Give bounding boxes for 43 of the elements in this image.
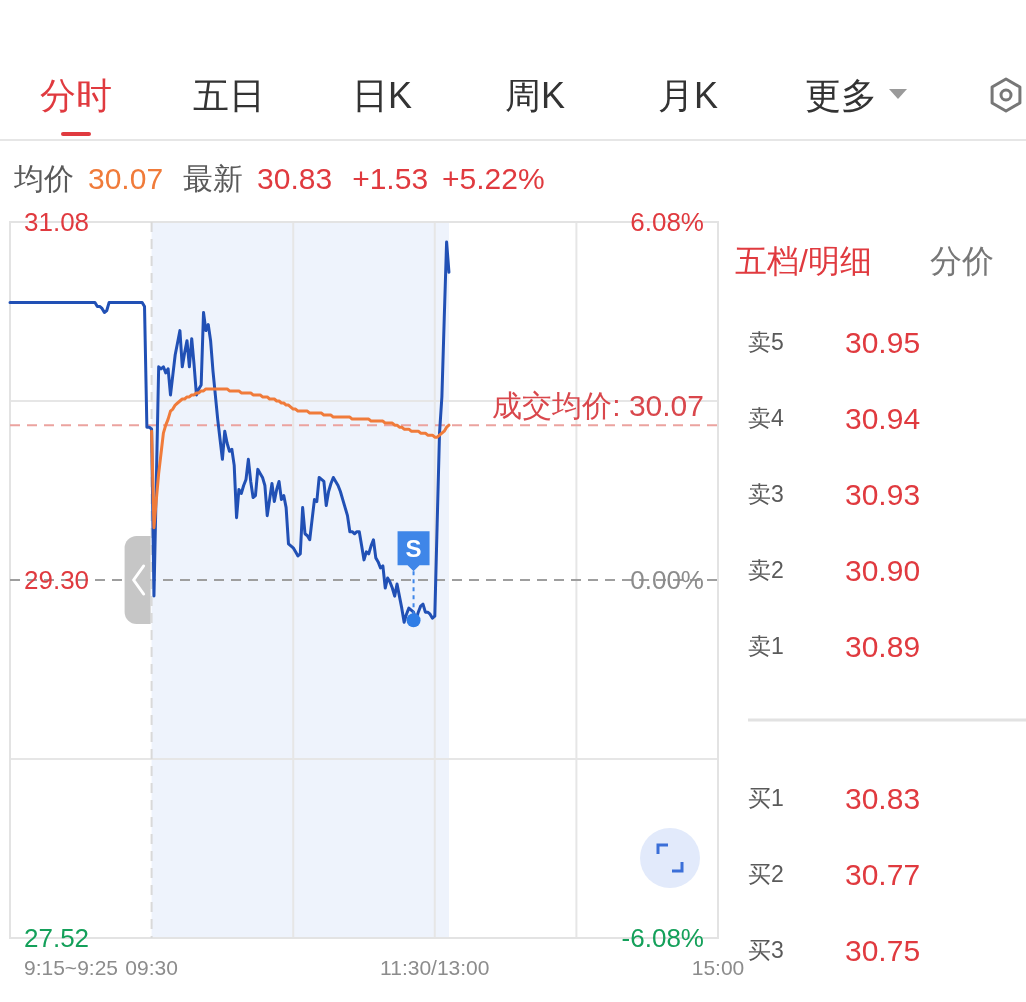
x-tick-label: 11:30/13:00 [380, 956, 490, 979]
ref-line-label: 成交均价: 30.07 [492, 389, 704, 423]
text: +5.22% [442, 162, 545, 195]
text: 五档/明细 [735, 243, 872, 279]
text: 30.95 [845, 325, 921, 359]
y2-tick-label: 0.00% [630, 565, 704, 595]
data-label: S [405, 534, 422, 562]
text: 卖4 [748, 405, 784, 431]
text: 30.77 [845, 857, 921, 891]
text: 最新 [183, 162, 244, 195]
y-tick-label: 31.08 [24, 207, 90, 237]
text: 卖3 [748, 481, 784, 507]
text: 30.93 [845, 477, 921, 511]
y-tick-label: 29.30 [24, 565, 90, 595]
x-tick-label: 09:30 [125, 956, 178, 979]
text: 周K [504, 75, 566, 116]
text: 30.83 [845, 781, 921, 815]
y2-tick-label: -6.08% [621, 923, 704, 953]
text: 30.90 [845, 553, 921, 587]
text: 30.75 [845, 933, 921, 967]
text: 买2 [748, 861, 784, 887]
text: 均价 [13, 162, 74, 195]
text: 买1 [748, 785, 784, 811]
text: 卖1 [748, 633, 784, 659]
text: 30.89 [845, 629, 921, 663]
text: 卖5 [748, 329, 784, 355]
line-series [150, 387, 451, 530]
text: 分时 [40, 75, 112, 116]
text: 30.83 [257, 162, 333, 195]
text: 日K [351, 75, 413, 116]
text: 更多 [805, 75, 877, 116]
text: 卖2 [748, 557, 784, 583]
text: 30.94 [845, 401, 921, 435]
text: 分价 [929, 243, 994, 279]
y2-tick-label: 6.08% [630, 207, 704, 237]
text: +1.53 [352, 162, 429, 195]
text: 30.07 [88, 162, 164, 195]
text: 月K [657, 75, 719, 116]
y-tick-label: 27.52 [24, 923, 90, 953]
x-tick-label: 15:00 [691, 956, 745, 979]
text: 买3 [748, 937, 784, 963]
text: 9:15~9:25 [24, 956, 119, 979]
text: 五日 [193, 75, 265, 116]
